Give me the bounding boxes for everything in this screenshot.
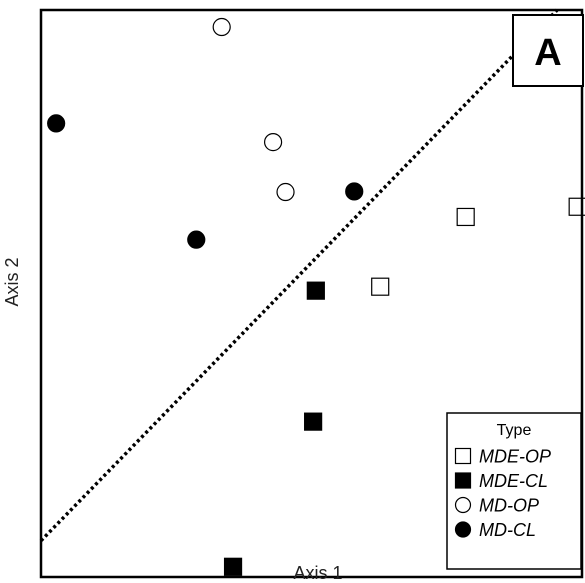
legend-label-md-cl: MD-CL: [479, 520, 536, 540]
y-axis-title: Axis 2: [2, 257, 22, 306]
x-axis-title: Axis 1: [293, 563, 342, 583]
point-mde-op: [456, 207, 475, 227]
legend-box: [446, 412, 582, 570]
point-mde-cl: [306, 281, 325, 300]
point-md-op: [276, 182, 295, 202]
panel-label-box: [512, 14, 584, 87]
legend-items: MDE-OP MDE-CL MD-OP MD-CL: [454, 447, 551, 540]
marks-layer: [39, 8, 585, 576]
plot-frame: [39, 8, 584, 579]
point-md-cl: [345, 182, 364, 201]
point-mde-op: [371, 277, 390, 296]
legend-marker-mde-cl: [454, 472, 472, 489]
legend-label-mde-cl: MDE-CL: [479, 471, 548, 491]
legend-marker-md-op: [454, 496, 472, 514]
panel-label: A: [534, 32, 561, 74]
legend: Type MDE-OP MDE-CL MD-OP MD-CL: [446, 412, 582, 570]
legend-title: Type: [497, 422, 532, 439]
point-mde-cl: [223, 557, 243, 576]
point-md-op: [212, 17, 231, 37]
point-mde-cl: [304, 412, 323, 431]
point-md-cl: [47, 114, 66, 133]
point-md-op: [263, 133, 283, 152]
legend-label-md-op: MD-OP: [479, 496, 539, 516]
legend-label-mde-op: MDE-OP: [479, 447, 551, 467]
point-md-cl: [187, 230, 206, 249]
legend-marker-md-cl: [454, 521, 472, 538]
legend-marker-mde-op: [454, 447, 472, 465]
